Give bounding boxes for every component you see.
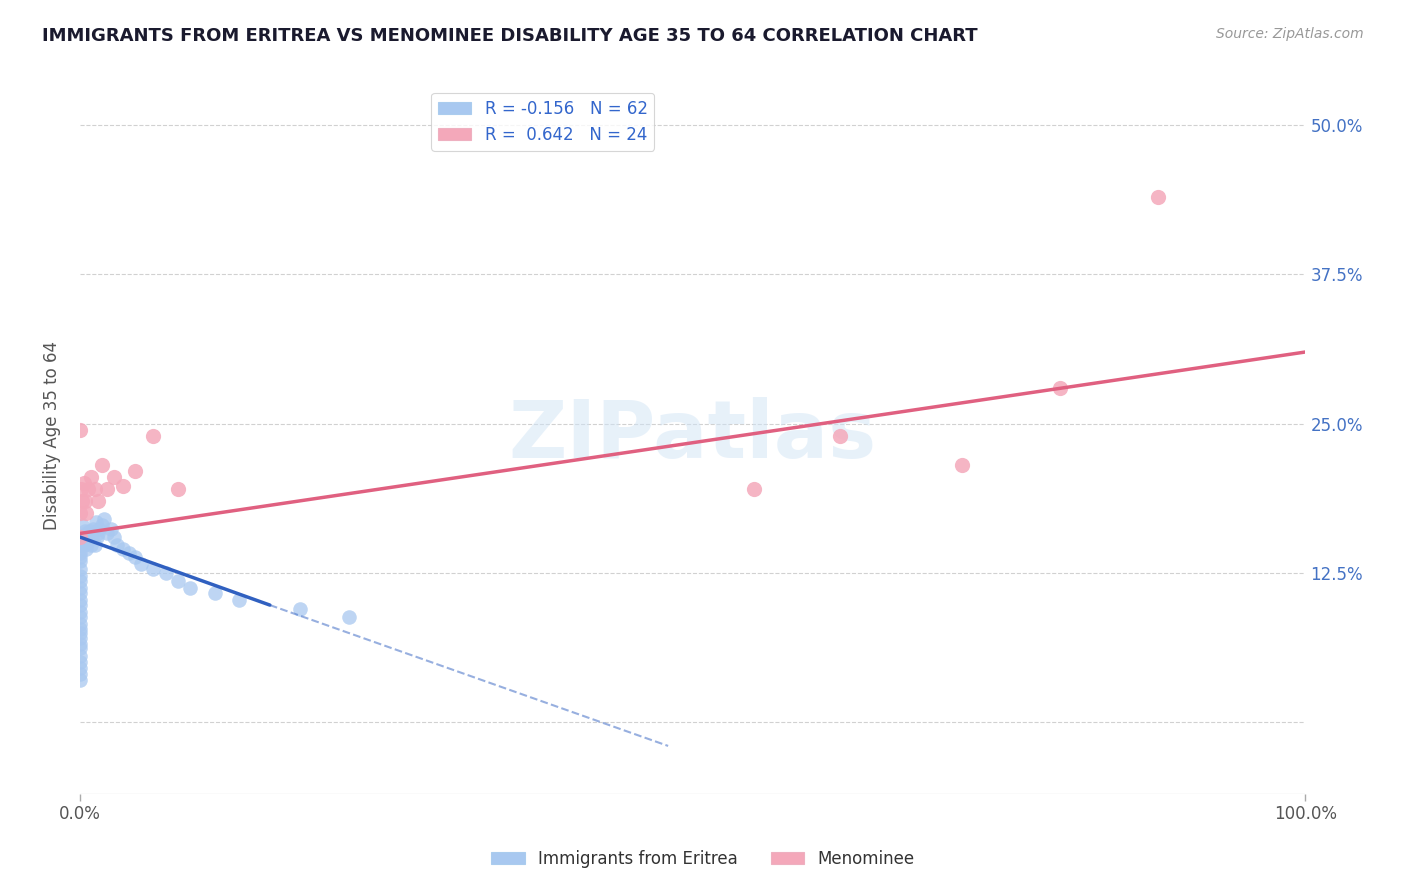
Point bbox=[124, 550, 146, 565]
Point bbox=[69, 622, 91, 636]
Point bbox=[72, 494, 94, 508]
Point bbox=[103, 530, 125, 544]
Point bbox=[69, 605, 91, 619]
Point bbox=[69, 554, 91, 568]
Point bbox=[69, 641, 91, 656]
Text: ZIPatlas: ZIPatlas bbox=[509, 397, 877, 475]
Point bbox=[129, 558, 152, 572]
Point bbox=[83, 483, 105, 497]
Point bbox=[105, 538, 128, 552]
Point bbox=[72, 518, 94, 533]
Point bbox=[290, 601, 312, 615]
Point bbox=[228, 593, 250, 607]
Point bbox=[69, 530, 91, 544]
Point bbox=[69, 574, 91, 589]
Point bbox=[124, 464, 146, 478]
Point bbox=[72, 530, 94, 544]
Point bbox=[77, 533, 100, 548]
Point bbox=[69, 617, 91, 632]
Point bbox=[69, 673, 91, 688]
Legend: Immigrants from Eritrea, Menominee: Immigrants from Eritrea, Menominee bbox=[485, 844, 921, 875]
Text: Source: ZipAtlas.com: Source: ZipAtlas.com bbox=[1216, 27, 1364, 41]
Point bbox=[167, 483, 190, 497]
Point bbox=[76, 536, 98, 550]
Point bbox=[100, 522, 122, 536]
Y-axis label: Disability Age 35 to 64: Disability Age 35 to 64 bbox=[44, 341, 60, 530]
Point bbox=[69, 569, 91, 583]
Point bbox=[69, 661, 91, 675]
Point bbox=[1147, 190, 1170, 204]
Point bbox=[96, 526, 118, 541]
Point bbox=[73, 533, 96, 548]
Point bbox=[69, 610, 91, 624]
Point bbox=[82, 530, 104, 544]
Point bbox=[72, 530, 94, 544]
Point bbox=[69, 586, 91, 600]
Point bbox=[69, 423, 91, 437]
Point bbox=[96, 483, 118, 497]
Point bbox=[69, 598, 91, 612]
Point bbox=[69, 637, 91, 651]
Point bbox=[142, 562, 165, 576]
Point bbox=[204, 586, 226, 600]
Point bbox=[80, 538, 103, 552]
Point bbox=[72, 538, 94, 552]
Point bbox=[103, 470, 125, 484]
Point bbox=[142, 428, 165, 442]
Point bbox=[69, 530, 91, 544]
Point bbox=[111, 541, 134, 556]
Point bbox=[1049, 381, 1071, 395]
Point bbox=[72, 476, 94, 491]
Point bbox=[69, 582, 91, 596]
Point bbox=[69, 667, 91, 681]
Point bbox=[69, 550, 91, 565]
Point bbox=[69, 649, 91, 664]
Point bbox=[155, 566, 177, 580]
Point bbox=[90, 458, 112, 473]
Point bbox=[70, 483, 93, 497]
Point bbox=[73, 494, 96, 508]
Text: IMMIGRANTS FROM ERITREA VS MENOMINEE DISABILITY AGE 35 TO 64 CORRELATION CHART: IMMIGRANTS FROM ERITREA VS MENOMINEE DIS… bbox=[42, 27, 977, 45]
Point bbox=[69, 545, 91, 559]
Point bbox=[69, 593, 91, 607]
Point bbox=[87, 526, 110, 541]
Point bbox=[167, 574, 190, 589]
Point bbox=[75, 541, 97, 556]
Point bbox=[77, 483, 100, 497]
Point bbox=[89, 522, 111, 536]
Point bbox=[69, 506, 91, 520]
Point bbox=[69, 562, 91, 576]
Legend: R = -0.156   N = 62, R =  0.642   N = 24: R = -0.156 N = 62, R = 0.642 N = 24 bbox=[432, 93, 654, 151]
Point bbox=[950, 458, 973, 473]
Point bbox=[83, 538, 105, 552]
Point bbox=[87, 494, 110, 508]
Point bbox=[69, 538, 91, 552]
Point bbox=[742, 483, 765, 497]
Point bbox=[75, 506, 97, 520]
Point bbox=[111, 478, 134, 492]
Point bbox=[76, 526, 98, 541]
Point bbox=[90, 518, 112, 533]
Point bbox=[79, 524, 101, 538]
Point bbox=[69, 625, 91, 640]
Point bbox=[69, 656, 91, 670]
Point bbox=[118, 545, 141, 559]
Point bbox=[86, 530, 108, 544]
Point bbox=[179, 582, 201, 596]
Point bbox=[93, 512, 115, 526]
Point bbox=[828, 428, 851, 442]
Point bbox=[84, 515, 107, 529]
Point bbox=[69, 632, 91, 646]
Point bbox=[80, 470, 103, 484]
Point bbox=[73, 524, 96, 538]
Point bbox=[339, 610, 361, 624]
Point bbox=[82, 522, 104, 536]
